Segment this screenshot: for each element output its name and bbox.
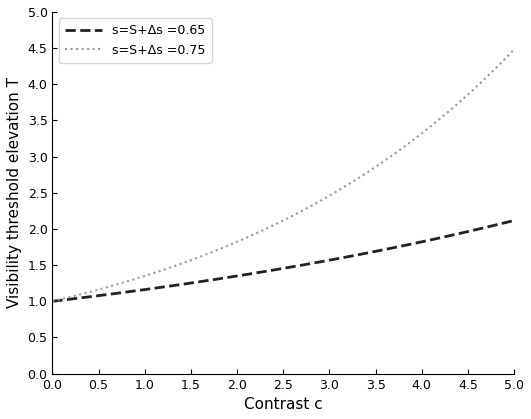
- s=S+Δs =0.75: [236, 238, 242, 243]
- s=S+Δs =0.65: [96, 293, 102, 298]
- Line: s=S+Δs =0.75: s=S+Δs =0.75: [53, 49, 514, 301]
- s=S+Δs =0.65: [511, 218, 517, 223]
- s=S+Δs =0.65: [49, 299, 56, 304]
- s=S+Δs =0.65: [366, 250, 373, 255]
- s=S+Δs =0.75: [511, 47, 517, 52]
- s=S+Δs =0.75: [417, 132, 424, 137]
- Y-axis label: Visibility threshold elevation T: Visibility threshold elevation T: [7, 77, 22, 308]
- s=S+Δs =0.75: [96, 287, 102, 292]
- s=S+Δs =0.75: [253, 231, 259, 236]
- s=S+Δs =0.75: [409, 138, 416, 143]
- s=S+Δs =0.75: [49, 299, 56, 304]
- s=S+Δs =0.65: [253, 271, 259, 276]
- Legend: s=S+Δs =0.65, s=S+Δs =0.75: s=S+Δs =0.65, s=S+Δs =0.75: [58, 18, 212, 63]
- s=S+Δs =0.65: [409, 241, 416, 246]
- s=S+Δs =0.65: [417, 240, 424, 245]
- s=S+Δs =0.65: [236, 273, 242, 278]
- Line: s=S+Δs =0.65: s=S+Δs =0.65: [53, 220, 514, 301]
- s=S+Δs =0.75: [366, 168, 373, 173]
- X-axis label: Contrast c: Contrast c: [244, 397, 323, 412]
